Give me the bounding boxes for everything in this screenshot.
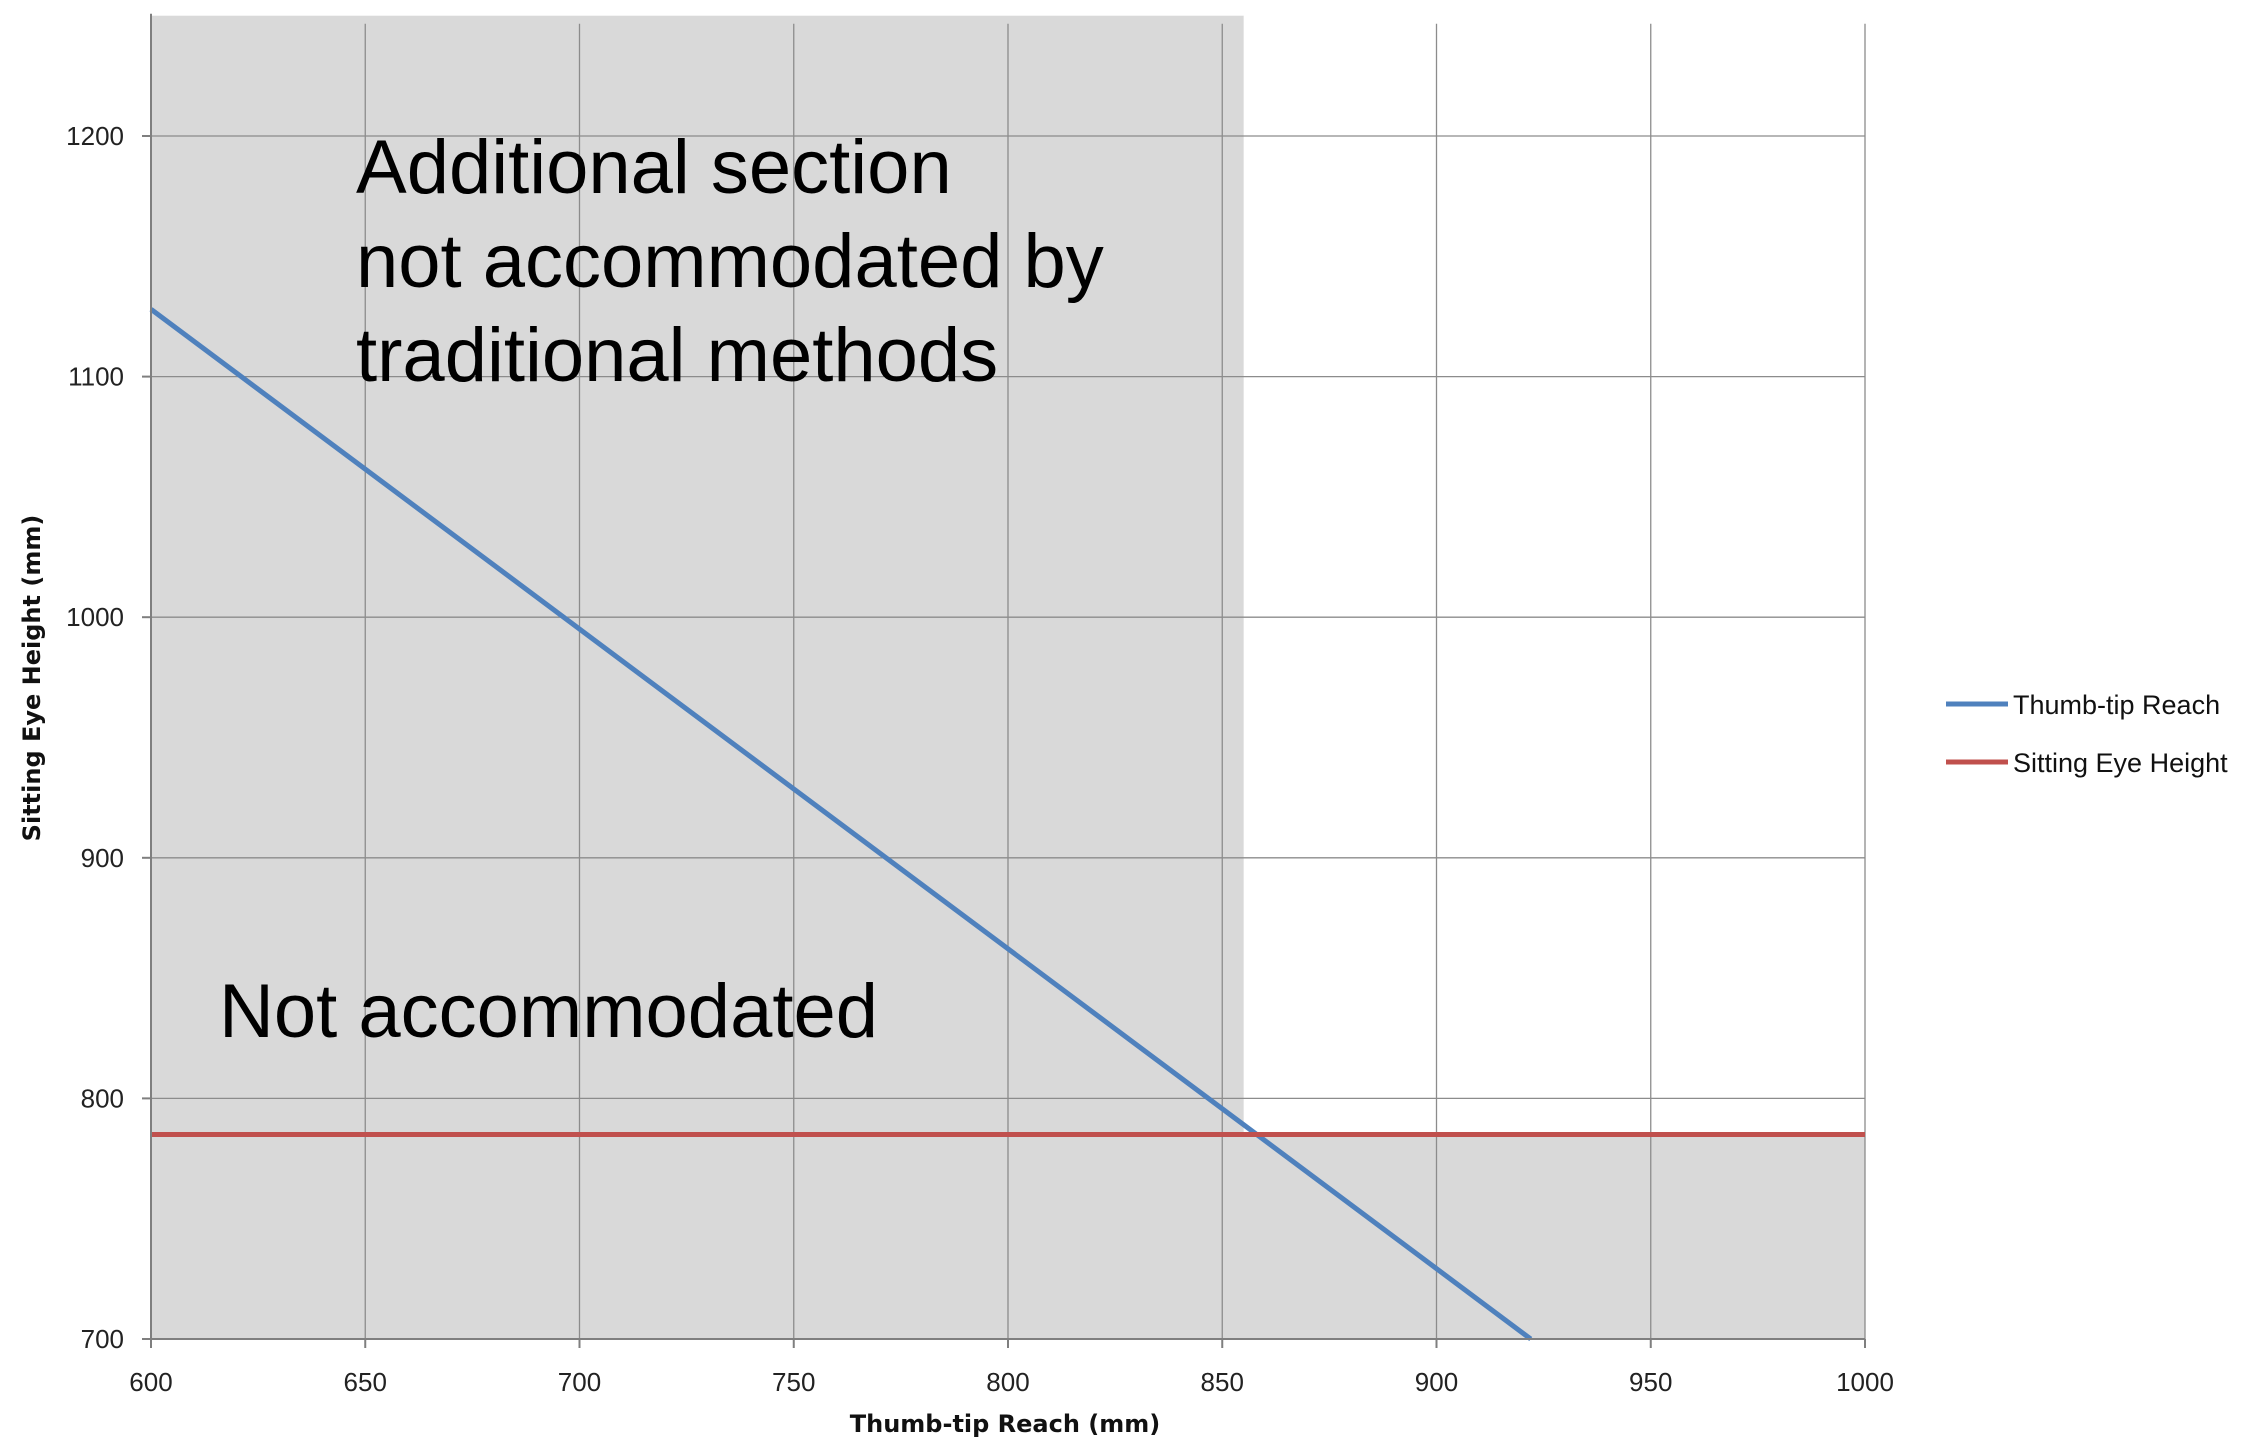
series-line-0 <box>149 307 1533 1342</box>
annotation-line: Not accommodated <box>219 969 878 1054</box>
y-tick-label: 900 <box>81 843 124 873</box>
annotation-line: not accommodated by <box>356 219 1104 304</box>
x-tick-label: 600 <box>129 1367 172 1397</box>
annotation-line: traditional methods <box>356 313 998 398</box>
y-tick-label: 1100 <box>68 362 124 392</box>
y-tick-label: 1200 <box>66 121 124 151</box>
x-tick-label: 650 <box>344 1367 387 1397</box>
y-tick-label: 1000 <box>66 602 124 632</box>
legend-label-0: Thumb-tip Reach <box>2013 690 2220 720</box>
x-tick-label: 700 <box>558 1367 601 1397</box>
x-tick-label: 900 <box>1415 1367 1458 1397</box>
annotations: Additional section not accommodated by tra… <box>219 125 1104 1054</box>
x-tick-label: 850 <box>1201 1367 1244 1397</box>
y-axis-title: Sitting Eye Height (mm) <box>18 515 46 842</box>
tick-labels: 600 650 700 750 800 850 900 950 1000 700 800 900 100… <box>66 121 1894 1397</box>
y-tick-label: 800 <box>81 1083 124 1113</box>
x-tick-label: 1000 <box>1836 1367 1894 1397</box>
y-tick-label: 700 <box>81 1324 124 1354</box>
x-axis-title: Thumb-tip Reach (mm) <box>850 1410 1161 1438</box>
x-tick-label: 750 <box>772 1367 815 1397</box>
shaded-region-0 <box>151 15 1244 1135</box>
annotation-text-0: Additional section not accommodated by tra… <box>356 125 1104 398</box>
legend: Thumb-tip Reach Sitting Eye Height <box>1946 690 2228 778</box>
annotation-line: Additional section <box>356 125 952 210</box>
series-lines <box>149 307 1865 1342</box>
axes <box>142 13 1866 1348</box>
gridlines <box>150 23 1866 1340</box>
x-tick-label: 950 <box>1629 1367 1672 1397</box>
x-tick-label: 800 <box>986 1367 1029 1397</box>
annotation-text-1: Not accommodated <box>219 969 878 1054</box>
legend-label-1: Sitting Eye Height <box>2013 748 2228 778</box>
